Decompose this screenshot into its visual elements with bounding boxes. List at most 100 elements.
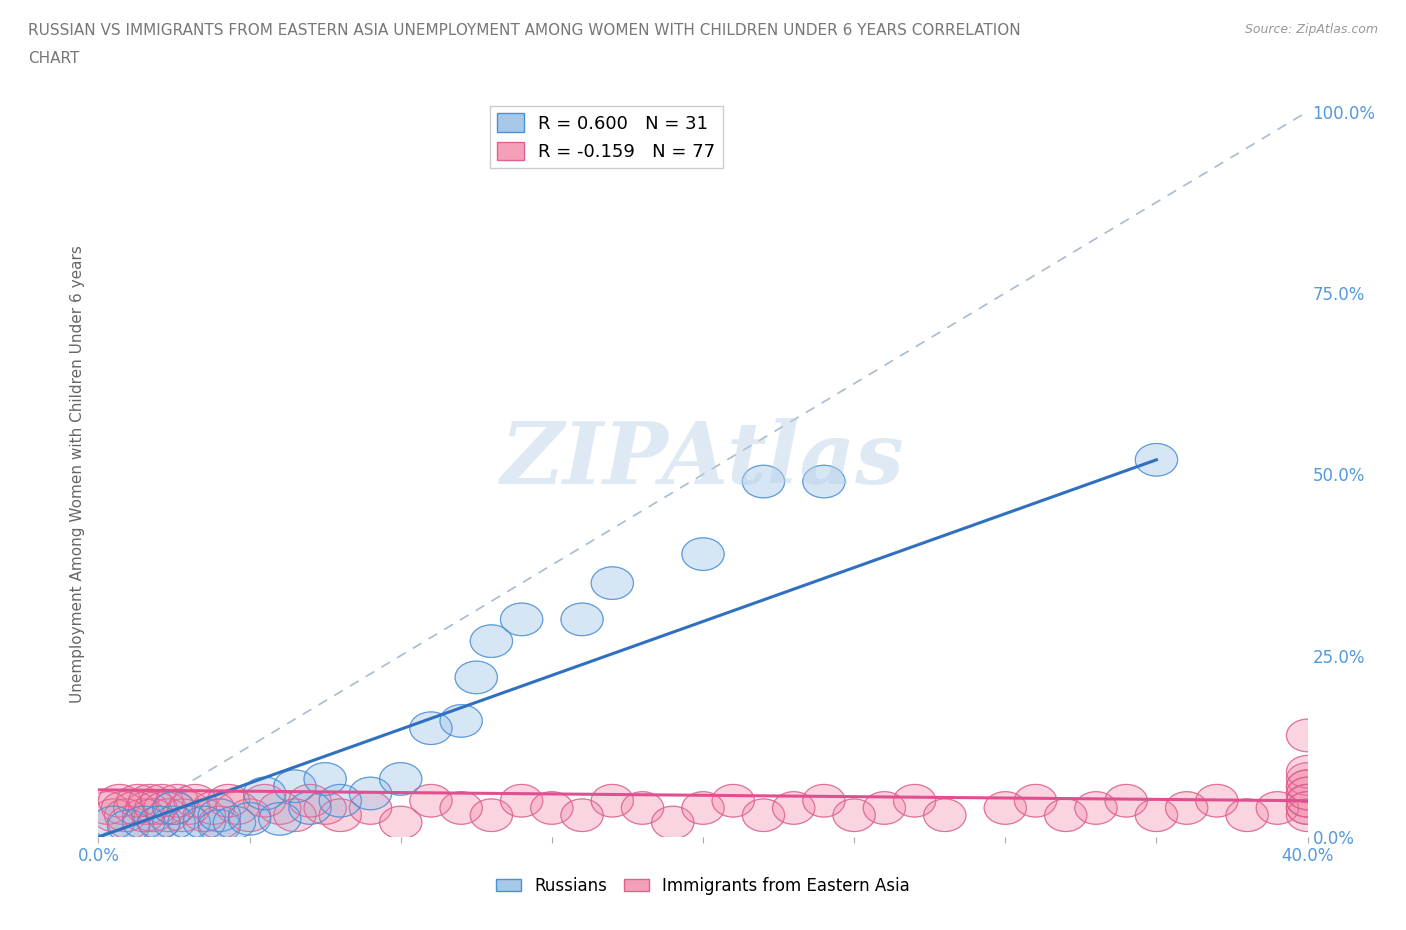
Ellipse shape [132,799,174,831]
Ellipse shape [530,791,574,824]
Ellipse shape [193,791,235,824]
Ellipse shape [288,784,332,817]
Ellipse shape [380,806,422,839]
Ellipse shape [832,799,876,831]
Ellipse shape [1135,444,1178,476]
Ellipse shape [501,603,543,636]
Ellipse shape [93,799,135,831]
Ellipse shape [682,538,724,570]
Ellipse shape [198,810,240,843]
Ellipse shape [711,784,755,817]
Ellipse shape [893,784,936,817]
Ellipse shape [591,784,634,817]
Ellipse shape [117,784,159,817]
Ellipse shape [129,784,172,817]
Ellipse shape [183,799,225,831]
Ellipse shape [440,705,482,737]
Ellipse shape [243,784,285,817]
Text: RUSSIAN VS IMMIGRANTS FROM EASTERN ASIA UNEMPLOYMENT AMONG WOMEN WITH CHILDREN U: RUSSIAN VS IMMIGRANTS FROM EASTERN ASIA … [28,23,1021,38]
Ellipse shape [228,803,271,835]
Ellipse shape [207,784,250,817]
Ellipse shape [1195,784,1239,817]
Ellipse shape [122,806,165,839]
Ellipse shape [141,784,183,817]
Ellipse shape [153,791,195,824]
Ellipse shape [561,603,603,636]
Ellipse shape [470,625,513,658]
Ellipse shape [803,465,845,498]
Ellipse shape [1286,791,1329,824]
Ellipse shape [1166,791,1208,824]
Ellipse shape [1286,755,1329,788]
Ellipse shape [288,791,332,824]
Ellipse shape [1286,770,1329,803]
Ellipse shape [214,806,256,839]
Ellipse shape [1286,784,1329,817]
Ellipse shape [1286,770,1329,803]
Ellipse shape [217,791,259,824]
Ellipse shape [153,791,195,824]
Ellipse shape [156,784,198,817]
Ellipse shape [153,806,195,839]
Ellipse shape [380,763,422,795]
Ellipse shape [86,791,129,824]
Ellipse shape [924,799,966,831]
Ellipse shape [501,784,543,817]
Ellipse shape [198,806,240,839]
Y-axis label: Unemployment Among Women with Children Under 6 years: Unemployment Among Women with Children U… [69,246,84,703]
Ellipse shape [1286,784,1329,817]
Ellipse shape [1045,799,1087,831]
Ellipse shape [167,806,211,839]
Ellipse shape [456,661,498,694]
Ellipse shape [349,791,392,824]
Ellipse shape [259,803,301,835]
Ellipse shape [98,784,141,817]
Ellipse shape [349,777,392,810]
Ellipse shape [1014,784,1057,817]
Ellipse shape [1286,791,1329,824]
Ellipse shape [742,799,785,831]
Ellipse shape [101,791,143,824]
Ellipse shape [651,806,695,839]
Ellipse shape [107,806,150,839]
Ellipse shape [107,810,150,843]
Legend: Russians, Immigrants from Eastern Asia: Russians, Immigrants from Eastern Asia [489,870,917,901]
Ellipse shape [104,799,146,831]
Ellipse shape [409,711,453,745]
Ellipse shape [1286,763,1329,795]
Ellipse shape [167,791,211,824]
Ellipse shape [470,799,513,831]
Ellipse shape [138,806,180,839]
Ellipse shape [1256,791,1299,824]
Ellipse shape [274,799,316,831]
Ellipse shape [591,566,634,600]
Ellipse shape [863,791,905,824]
Ellipse shape [682,791,724,824]
Ellipse shape [409,784,453,817]
Text: Source: ZipAtlas.com: Source: ZipAtlas.com [1244,23,1378,36]
Ellipse shape [125,791,167,824]
Ellipse shape [984,791,1026,824]
Ellipse shape [228,799,271,831]
Ellipse shape [304,791,346,824]
Ellipse shape [122,799,165,831]
Ellipse shape [1074,791,1118,824]
Ellipse shape [319,784,361,817]
Ellipse shape [143,791,186,824]
Ellipse shape [243,777,285,810]
Ellipse shape [304,763,346,795]
Ellipse shape [621,791,664,824]
Ellipse shape [174,784,217,817]
Ellipse shape [1286,777,1329,810]
Ellipse shape [183,806,225,839]
Text: CHART: CHART [28,51,80,66]
Ellipse shape [319,799,361,831]
Ellipse shape [1286,799,1329,831]
Ellipse shape [138,806,180,839]
Ellipse shape [1286,777,1329,810]
Ellipse shape [93,806,135,839]
Ellipse shape [1286,719,1329,751]
Ellipse shape [772,791,815,824]
Ellipse shape [803,784,845,817]
Ellipse shape [1286,784,1329,817]
